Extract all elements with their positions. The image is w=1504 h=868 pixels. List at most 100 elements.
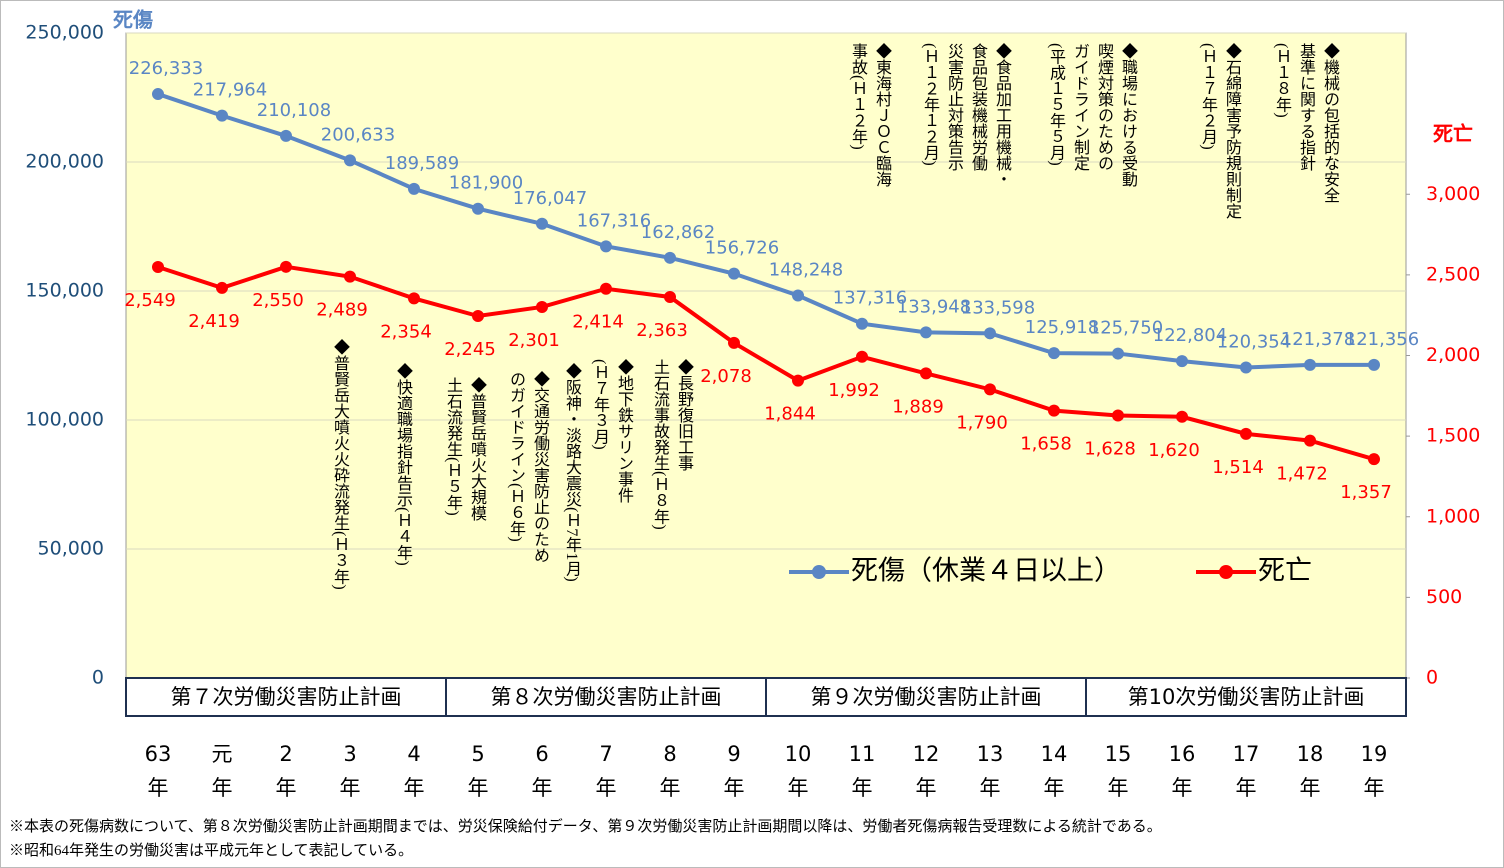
data-label: 156,726	[705, 238, 779, 259]
plan-box	[1085, 677, 1407, 717]
data-label: 1,628	[1084, 438, 1136, 459]
annotation-line: 基準に関する指針	[1297, 43, 1314, 171]
legend-label: 死亡	[1258, 556, 1312, 587]
point	[408, 292, 420, 305]
data-label: 181,900	[449, 173, 523, 194]
y-tick-label: 200,000	[25, 151, 104, 173]
data-label: 122,804	[1153, 325, 1227, 346]
point	[1112, 409, 1124, 422]
annotation-line: ◆東海村ＪＯＣ臨海	[873, 43, 890, 187]
data-label: 1,790	[956, 412, 1008, 433]
point	[216, 109, 228, 122]
annotation-line: (Ｈ１２年１２月)	[921, 43, 938, 166]
x-tick-label: 15年	[1104, 742, 1132, 800]
x-tick-label: 16年	[1168, 742, 1196, 800]
annotation-line: 災害防止対策告示	[945, 43, 962, 171]
data-label: 200,633	[321, 124, 395, 145]
data-label: 2,245	[444, 339, 496, 360]
annotation-line: (Ｈ１７年２月)	[1199, 43, 1216, 150]
y2-tick-label: 2,500	[1426, 263, 1480, 285]
y-axis-label: 死傷	[113, 8, 153, 32]
point	[536, 300, 548, 313]
point	[216, 281, 228, 294]
data-label: 1,514	[1212, 457, 1264, 478]
point	[920, 367, 932, 380]
annotation: ◆地下鉄サリン事件 (Ｈ７年３月)	[587, 359, 635, 503]
annotation-line: (平成１５年５月)	[1047, 43, 1064, 166]
point	[664, 290, 676, 303]
annotation-line: 土石流事故発生(Ｈ８年)	[651, 359, 668, 530]
legend-label: 死傷（休業４日以上）	[851, 556, 1121, 587]
point	[1240, 361, 1252, 374]
annotation: ◆阪神・淡路大震災(Ｈ7年1月)	[559, 363, 583, 582]
point	[600, 240, 612, 253]
point	[1048, 347, 1060, 360]
plan-label: 第７次労働災害防止計画	[171, 685, 402, 709]
point	[856, 317, 868, 330]
point	[472, 309, 484, 322]
annotation-line: ◆阪神・淡路大震災(Ｈ7年1月)	[563, 363, 580, 582]
annotation-line: ◆職場における受動	[1119, 43, 1136, 187]
y2-tick-label: 0	[1426, 667, 1438, 689]
data-label: 176,047	[513, 188, 587, 209]
y2-tick-label: 3,000	[1426, 183, 1480, 205]
y-tick-label: 100,000	[25, 409, 104, 431]
data-label: 121,356	[1345, 329, 1419, 350]
annotation-line: 事故(Ｈ１２年)	[849, 43, 866, 150]
data-label: 2,489	[316, 300, 368, 321]
x-tick-label: 3年	[339, 742, 361, 800]
point	[344, 154, 356, 167]
data-label: 2,419	[188, 311, 240, 332]
data-label: 121,378	[1281, 329, 1355, 350]
point	[1112, 347, 1124, 360]
point	[1304, 358, 1316, 371]
data-label: 217,964	[193, 80, 267, 101]
data-label: 2,354	[380, 321, 432, 342]
annotation-line: 喫煙対策のための	[1095, 43, 1112, 171]
annotation: ◆東海村ＪＯＣ臨海 事故(Ｈ１２年)	[845, 43, 893, 187]
data-label: 1,992	[828, 380, 880, 401]
plan-label: 第９次労働災害防止計画	[811, 685, 1042, 709]
annotation: ◆食品加工用機械・ 食品包装機械労働 災害防止対策告示 (Ｈ１２年１２月)	[917, 43, 1013, 187]
annotation-line: ◆地下鉄サリン事件	[615, 359, 632, 503]
annotation: ◆普賢岳噴火大規模 土石流発生(Ｈ５年)	[440, 377, 488, 521]
annotation-line: ガイドライン制定	[1071, 43, 1088, 171]
data-label: 1,357	[1340, 482, 1392, 503]
data-label: 125,918	[1025, 317, 1099, 338]
point	[984, 327, 996, 340]
annotation-line: (Ｈ１８年)	[1273, 43, 1290, 118]
data-label: 1,844	[764, 404, 816, 425]
data-label: 133,948	[897, 296, 971, 317]
data-label: 1,658	[1020, 434, 1072, 455]
data-label: 125,750	[1089, 318, 1163, 339]
annotation-line: ◆普賢岳大噴火火砕流発生(Ｈ３年)	[331, 339, 348, 590]
x-tick-label: 2年	[275, 742, 297, 800]
data-label: 2,550	[252, 290, 304, 311]
y2-axis-label: 死亡	[1433, 122, 1473, 146]
point	[984, 383, 996, 396]
y-tick-label: 50,000	[38, 538, 104, 560]
point	[1176, 410, 1188, 423]
point	[792, 289, 804, 302]
x-tick-label: 7年	[595, 742, 617, 800]
point	[344, 270, 356, 283]
x-tick-label: 18年	[1296, 742, 1324, 800]
x-tick-label: 5年	[467, 742, 489, 800]
x-tick-label: 13年	[976, 742, 1004, 800]
data-label: 2,301	[508, 330, 560, 351]
data-label: 162,862	[641, 222, 715, 243]
data-label: 1,889	[892, 396, 944, 417]
annotation-line: ◆長野復旧工事	[675, 359, 692, 471]
annotation-line: ◆普賢岳噴火大規模	[468, 377, 485, 521]
data-label: 133,598	[961, 297, 1035, 318]
plan-box	[125, 677, 447, 717]
y2-tick-label: 1,000	[1426, 505, 1480, 527]
annotation-line: ◆食品加工用機械・	[993, 43, 1010, 187]
x-tick-label: 11年	[848, 742, 876, 800]
series-line	[157, 92, 1375, 370]
y2-tick-label: 1,500	[1426, 425, 1480, 447]
annotation-line: のガイドライン(Ｈ６年)	[507, 371, 524, 542]
annotation: ◆交通労働災害防止のため のガイドライン(Ｈ６年)	[503, 371, 551, 563]
x-tick-label: 元年	[211, 742, 233, 800]
